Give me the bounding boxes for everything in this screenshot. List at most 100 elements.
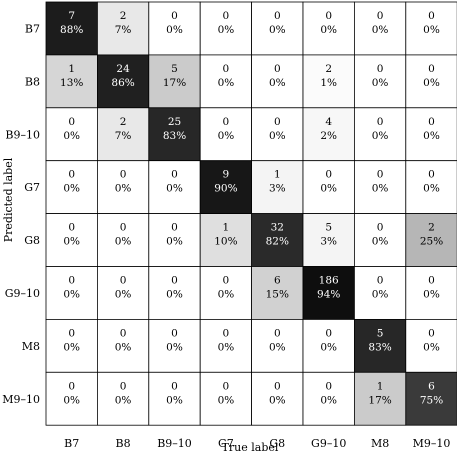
heatmap-cell	[405, 371, 457, 426]
heatmap-cells: 788%27%00%00%00%00%00%00%113%2486%517%00…	[45, 1, 457, 426]
heatmap-cell	[45, 1, 98, 56]
cell-count-label: 2	[120, 116, 127, 128]
cell-count-label: 0	[68, 116, 75, 128]
cell-count-label: 0	[428, 10, 435, 22]
x-tick-label: B9–10	[157, 437, 192, 450]
heatmap-cell	[353, 54, 407, 109]
y-tick-label: M9–10	[2, 393, 40, 406]
x-tick-label: G7	[218, 437, 234, 450]
heatmap-cell	[251, 318, 304, 373]
cell-percent-label: 0%	[372, 183, 389, 195]
cell-count-label: 5	[377, 327, 384, 339]
heatmap-cell	[199, 371, 252, 426]
y-axis-title: Predicted label	[2, 157, 15, 242]
cell-percent-label: 90%	[214, 183, 237, 195]
cell-count-label: 0	[223, 63, 230, 75]
cell-percent-label: 0%	[372, 24, 389, 36]
cell-percent-label: 0%	[63, 183, 80, 195]
cell-count-label: 0	[68, 327, 75, 339]
x-tick-label: B8	[116, 437, 131, 450]
cell-count-label: 0	[377, 63, 384, 75]
cell-count-label: 0	[171, 10, 178, 22]
cell-count-label: 0	[274, 63, 281, 75]
heatmap-cell	[199, 1, 252, 56]
cell-percent-label: 0%	[320, 183, 337, 195]
heatmap-cell	[45, 266, 98, 320]
cell-count-label: 0	[274, 327, 281, 339]
heatmap-cell	[251, 371, 304, 426]
cell-count-label: 0	[428, 116, 435, 128]
cell-count-label: 0	[120, 169, 127, 181]
cell-count-label: 0	[223, 10, 230, 22]
cell-count-label: 24	[116, 63, 130, 75]
cell-percent-label: 94%	[317, 289, 340, 301]
cell-count-label: 9	[223, 169, 230, 181]
cell-percent-label: 7%	[115, 130, 132, 142]
heatmap-cell	[302, 318, 355, 373]
cell-percent-label: 0%	[423, 289, 440, 301]
cell-percent-label: 0%	[218, 341, 235, 353]
cell-percent-label: 13%	[60, 77, 83, 89]
cell-percent-label: 0%	[115, 183, 132, 195]
cell-count-label: 0	[325, 169, 332, 181]
cell-count-label: 0	[274, 10, 281, 22]
y-tick-label: G9–10	[5, 287, 40, 300]
cell-percent-label: 10%	[214, 236, 237, 248]
heatmap-cell	[405, 318, 457, 373]
heatmap-cell	[353, 318, 407, 373]
cell-count-label: 0	[325, 380, 332, 392]
cell-count-label: 0	[377, 116, 384, 128]
cell-percent-label: 0%	[269, 24, 286, 36]
cell-percent-label: 0%	[372, 77, 389, 89]
cell-percent-label: 3%	[269, 183, 286, 195]
cell-count-label: 186	[319, 275, 339, 287]
cell-count-label: 32	[271, 222, 284, 234]
cell-percent-label: 25%	[420, 236, 443, 248]
cell-percent-label: 0%	[320, 24, 337, 36]
cell-percent-label: 0%	[63, 289, 80, 301]
cell-percent-label: 0%	[218, 394, 235, 406]
cell-count-label: 0	[120, 275, 127, 287]
heatmap-cell	[148, 107, 201, 162]
heatmap-cell	[251, 160, 304, 214]
cell-percent-label: 0%	[320, 341, 337, 353]
y-tick-label: G8	[24, 234, 40, 247]
cell-count-label: 1	[68, 63, 75, 75]
cell-percent-label: 0%	[166, 289, 183, 301]
cell-count-label: 0	[377, 169, 384, 181]
cell-percent-label: 0%	[372, 130, 389, 142]
cell-count-label: 0	[68, 380, 75, 392]
cell-count-label: 1	[274, 169, 281, 181]
cell-percent-label: 0%	[166, 341, 183, 353]
cell-percent-label: 82%	[266, 236, 289, 248]
cell-percent-label: 0%	[423, 130, 440, 142]
cell-count-label: 0	[171, 275, 178, 287]
heatmap-cell	[97, 54, 150, 109]
heatmap-cell	[302, 371, 355, 426]
heatmap-cell	[302, 160, 355, 214]
y-tick-label: B7	[25, 22, 40, 35]
cell-count-label: 0	[120, 327, 127, 339]
cell-count-label: 0	[68, 169, 75, 181]
heatmap-cell	[45, 160, 98, 214]
cell-percent-label: 3%	[320, 236, 337, 248]
x-tick-label: G9–10	[311, 437, 346, 450]
cell-percent-label: 0%	[423, 77, 440, 89]
cell-percent-label: 0%	[115, 341, 132, 353]
heatmap-cell	[199, 266, 252, 320]
cell-count-label: 0	[274, 380, 281, 392]
heatmap-cell	[405, 266, 457, 320]
cell-percent-label: 0%	[115, 394, 132, 406]
heatmap-cell	[148, 1, 201, 56]
cell-percent-label: 0%	[269, 394, 286, 406]
cell-count-label: 0	[428, 275, 435, 287]
cell-count-label: 0	[171, 169, 178, 181]
heatmap-cell	[97, 107, 150, 162]
cell-count-label: 7	[68, 10, 75, 22]
cell-percent-label: 0%	[218, 24, 235, 36]
cell-count-label: 0	[171, 222, 178, 234]
cell-count-label: 25	[168, 116, 181, 128]
cell-count-label: 0	[68, 275, 75, 287]
cell-percent-label: 0%	[166, 236, 183, 248]
